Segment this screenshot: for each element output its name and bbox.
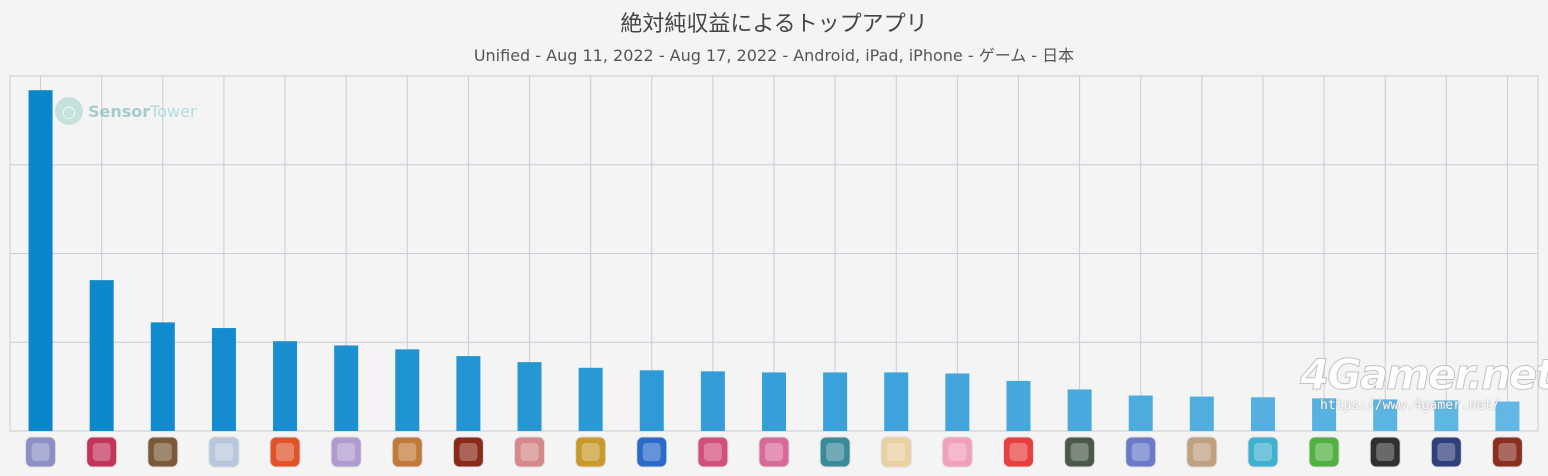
sensor-tower-logo-icon: ○ [55, 97, 83, 125]
app-icon[interactable] [1186, 436, 1218, 468]
app-icon[interactable] [25, 436, 57, 468]
bar-11[interactable] [639, 370, 664, 431]
app-icon[interactable] [1369, 436, 1401, 468]
chart-title: 絶対純収益によるトップアプリ [620, 12, 928, 37]
bar-19[interactable] [1128, 395, 1153, 432]
bar-22[interactable] [1312, 398, 1337, 431]
chart-subtitle: Unified - Aug 11, 2022 - Aug 17, 2022 - … [473, 46, 1075, 65]
app-icon[interactable] [1491, 436, 1523, 468]
bar-25[interactable] [1495, 401, 1520, 431]
app-icon[interactable] [452, 436, 484, 468]
app-icon[interactable] [819, 436, 851, 468]
app-icon[interactable] [941, 436, 973, 468]
app-icon[interactable] [758, 436, 790, 468]
bar-21[interactable] [1250, 397, 1275, 431]
app-icon[interactable] [269, 436, 301, 468]
bar-6[interactable] [334, 345, 359, 431]
sensor-tower-watermark: ○ SensorTower [55, 97, 197, 125]
app-icon[interactable] [1247, 436, 1279, 468]
app-icon[interactable] [86, 436, 118, 468]
app-icon[interactable] [880, 436, 912, 468]
bar-17[interactable] [1006, 380, 1031, 431]
app-icon[interactable] [147, 436, 179, 468]
bar-4[interactable] [211, 328, 236, 431]
bar-1[interactable] [28, 90, 53, 431]
app-icon[interactable] [330, 436, 362, 468]
bar-18[interactable] [1067, 389, 1092, 431]
app-icon[interactable] [697, 436, 729, 468]
app-icon[interactable] [514, 436, 546, 468]
sensor-tower-text: SensorTower [88, 101, 197, 121]
bar-15[interactable] [884, 372, 909, 431]
app-icon[interactable] [1308, 436, 1340, 468]
bar-9[interactable] [517, 362, 542, 431]
app-icon[interactable] [1002, 436, 1034, 468]
app-icon[interactable] [575, 436, 607, 468]
app-icon[interactable] [1125, 436, 1157, 468]
bar-12[interactable] [700, 371, 725, 431]
site-logo-watermark: 4Gamer.net [1300, 350, 1548, 400]
bar-2[interactable] [89, 280, 114, 431]
app-icon[interactable] [208, 436, 240, 468]
bar-23[interactable] [1373, 399, 1398, 431]
bar-3[interactable] [150, 322, 175, 431]
bar-8[interactable] [456, 356, 481, 431]
app-icon[interactable] [1064, 436, 1096, 468]
app-icon[interactable] [636, 436, 668, 468]
bar-24[interactable] [1434, 400, 1459, 431]
app-icon[interactable] [1430, 436, 1462, 468]
bar-7[interactable] [395, 349, 420, 431]
app-icon[interactable] [391, 436, 423, 468]
bar-5[interactable] [273, 341, 298, 431]
bar-16[interactable] [945, 373, 970, 431]
bar-13[interactable] [762, 372, 786, 431]
bar-10[interactable] [578, 367, 603, 431]
site-url-watermark: https://www.4gamer.net/ [1319, 398, 1500, 413]
bar-20[interactable] [1189, 396, 1214, 431]
bar-14[interactable] [823, 372, 848, 431]
